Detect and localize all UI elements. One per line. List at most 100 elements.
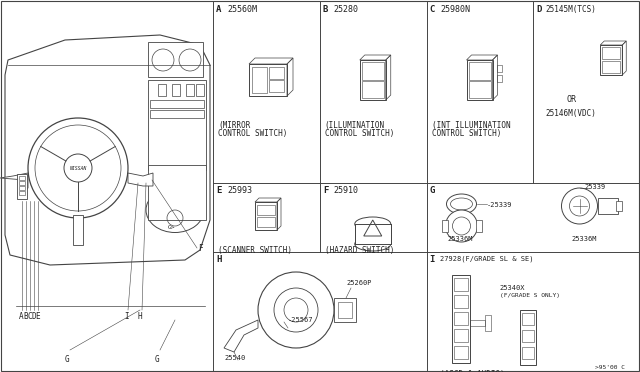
Text: (HAZARD SWITCH): (HAZARD SWITCH) <box>324 246 394 255</box>
Bar <box>19 181 25 185</box>
Text: 25146M(VDC): 25146M(VDC) <box>545 109 596 118</box>
Text: 25993: 25993 <box>227 186 252 195</box>
Text: 25910: 25910 <box>333 186 359 195</box>
Bar <box>442 220 447 232</box>
Bar <box>454 329 467 342</box>
Ellipse shape <box>355 237 391 251</box>
Bar <box>362 62 384 80</box>
Text: -25339: -25339 <box>486 202 512 208</box>
Bar <box>150 110 204 118</box>
Text: A: A <box>19 312 24 321</box>
Bar <box>454 312 467 325</box>
Text: 25560M: 25560M <box>227 5 257 14</box>
Bar <box>468 62 490 80</box>
Polygon shape <box>224 320 258 352</box>
Text: C: C <box>27 312 31 321</box>
Bar <box>602 61 620 73</box>
Text: (F/GRADE S ONLY): (F/GRADE S ONLY) <box>499 293 559 298</box>
Text: H: H <box>216 255 221 264</box>
Polygon shape <box>5 35 210 265</box>
Text: F: F <box>198 244 203 253</box>
Bar <box>334 298 356 322</box>
Circle shape <box>561 188 598 224</box>
Bar <box>19 176 25 180</box>
Bar <box>362 81 384 98</box>
Bar <box>255 202 277 230</box>
Text: 25145M(TCS): 25145M(TCS) <box>545 5 596 14</box>
Bar <box>19 191 25 195</box>
Text: B: B <box>323 5 328 14</box>
Bar <box>470 320 484 326</box>
Ellipse shape <box>447 194 477 214</box>
Text: (ASCD & AUDIO): (ASCD & AUDIO) <box>440 370 504 372</box>
Bar <box>522 347 534 359</box>
Text: F: F <box>323 186 328 195</box>
Bar <box>19 186 25 190</box>
Bar <box>602 47 620 59</box>
Text: H: H <box>138 312 143 321</box>
Bar <box>522 330 534 342</box>
Text: 25339: 25339 <box>584 184 605 190</box>
Text: G>: G> <box>168 225 175 230</box>
Bar <box>257 205 275 215</box>
Bar <box>454 346 467 359</box>
Circle shape <box>445 210 477 242</box>
Polygon shape <box>0 173 28 198</box>
Bar <box>17 174 27 199</box>
Bar <box>338 302 352 318</box>
Text: I: I <box>429 255 435 264</box>
Bar <box>150 100 204 108</box>
Bar <box>616 201 621 211</box>
Text: CONTROL SWITCH): CONTROL SWITCH) <box>218 129 287 138</box>
Text: (SCANNER SWITCH): (SCANNER SWITCH) <box>218 246 292 255</box>
Bar <box>148 42 203 77</box>
Bar <box>520 310 536 365</box>
Bar <box>454 295 467 308</box>
Bar <box>454 278 467 291</box>
Text: 27928(F/GRADE SL & SE): 27928(F/GRADE SL & SE) <box>440 255 533 262</box>
Text: C: C <box>429 5 435 14</box>
Text: CONTROL SWITCH): CONTROL SWITCH) <box>431 129 501 138</box>
Text: 25280: 25280 <box>333 5 359 14</box>
Bar <box>360 60 386 100</box>
Bar <box>186 84 194 96</box>
Text: 25340X: 25340X <box>499 285 525 291</box>
Bar <box>269 67 284 79</box>
Text: 25336M: 25336M <box>447 236 473 242</box>
Bar <box>468 81 490 98</box>
Text: 25336M: 25336M <box>572 236 597 242</box>
Text: >95'00 C: >95'00 C <box>595 365 625 370</box>
Bar <box>497 75 502 82</box>
Bar <box>148 165 206 220</box>
Text: -25567: -25567 <box>288 317 314 323</box>
Circle shape <box>28 118 128 218</box>
Text: OR: OR <box>566 95 576 104</box>
Bar <box>484 315 490 331</box>
Text: (ILLUMINATION: (ILLUMINATION <box>324 121 385 130</box>
Text: 25540: 25540 <box>224 355 245 361</box>
Bar <box>355 224 391 244</box>
Text: A: A <box>216 5 221 14</box>
Text: (INT ILLUMINATION: (INT ILLUMINATION <box>431 121 510 130</box>
Text: I: I <box>124 312 129 321</box>
Bar <box>497 65 502 72</box>
Circle shape <box>64 154 92 182</box>
Text: E: E <box>35 312 40 321</box>
Text: NISSAN: NISSAN <box>69 166 86 170</box>
Text: B: B <box>23 312 28 321</box>
Bar <box>451 275 470 363</box>
Bar <box>598 198 618 214</box>
Bar <box>467 60 493 100</box>
Text: D: D <box>536 5 541 14</box>
Text: G: G <box>155 355 159 364</box>
Circle shape <box>284 298 308 322</box>
Bar <box>148 80 206 170</box>
Bar <box>196 84 204 96</box>
Bar <box>73 215 83 245</box>
Text: E: E <box>216 186 221 195</box>
Text: 25980N: 25980N <box>440 5 470 14</box>
Bar <box>249 64 287 96</box>
Bar <box>522 313 534 325</box>
Text: G: G <box>429 186 435 195</box>
Text: 25260P: 25260P <box>346 280 371 286</box>
